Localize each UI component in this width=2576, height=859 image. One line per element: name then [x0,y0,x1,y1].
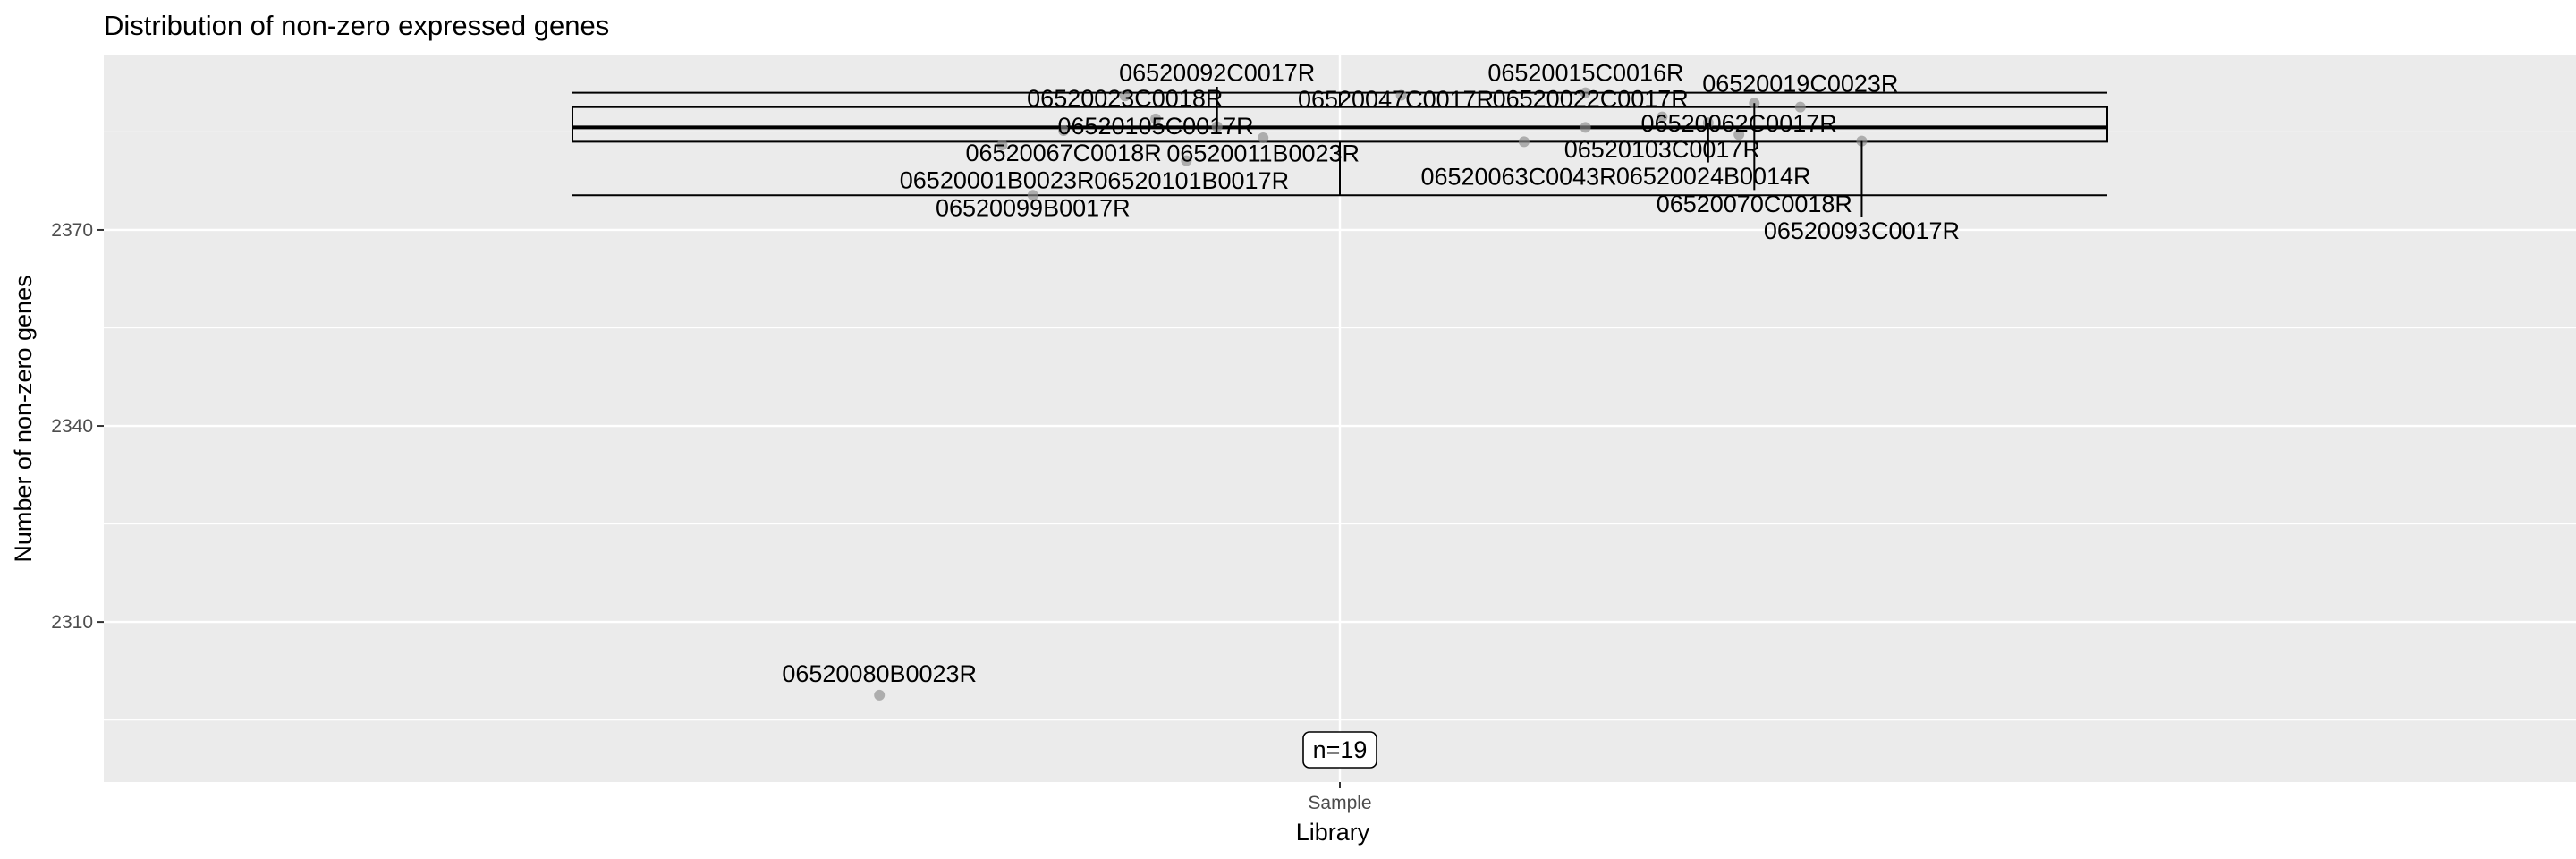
point-label: 06520093C0017R [1764,217,1960,244]
y-tick-label: 2340 [51,416,93,437]
point-label: 06520063C0043R [1420,164,1616,191]
point-label: 06520047C0017R [1298,86,1494,113]
y-axis: 2310 2340 2370 [51,220,104,633]
data-point [1733,129,1745,140]
data-point [874,689,886,701]
point-label: 06520067C0018R [966,140,1162,166]
point-label: 06520015C0016R [1487,60,1683,87]
point-label: 06520101B0017R [1094,167,1289,194]
y-axis-title: Number of non-zero genes [10,275,37,562]
point-label: 06520070C0018R [1657,191,1852,217]
x-axis-title: Library [1296,819,1370,846]
count-label-box [1302,731,1377,769]
data-point [996,140,1008,151]
data-point [1058,124,1070,136]
data-point [1119,90,1131,102]
x-tick-label: Sample [1308,793,1371,813]
point-label: 06520023C0018R [1027,85,1223,112]
iqr-box [572,106,2108,143]
data-point [1027,190,1038,201]
point-label: 06520105C0017R [1057,113,1253,140]
data-point [1518,136,1530,148]
point-label: 06520024B0014R [1616,163,1811,190]
point-label: 06520080B0023R [782,660,977,687]
data-point [1794,101,1806,113]
y-tick-label: 2310 [51,612,93,633]
point-labels: 06520080B0023R 06520099B0017R06520101B001… [782,60,1960,687]
chart-title: Distribution of non-zero expressed genes [104,10,609,41]
data-point [1150,113,1162,124]
boxplot [572,91,2108,197]
data-point [1580,122,1591,133]
data-point [1657,111,1668,123]
point-label: 06520062C0017R [1641,110,1837,137]
data-point [1395,89,1407,101]
point-label: 06520022C0017R [1493,86,1689,113]
data-point [1181,155,1192,166]
point-label: 06520103C0017R [1564,136,1760,163]
data-point [1258,132,1269,144]
point-label: 06520001B0023R [900,166,1095,193]
count-label-text: n=19 [1313,736,1368,763]
count-label: n=19 [1302,731,1377,769]
y-tick-label: 2370 [51,220,93,241]
point-label: 06520092C0017R [1119,60,1315,87]
data-point [1580,87,1591,98]
point-label: 06520099B0017R [936,195,1131,222]
x-axis: Sample [1308,782,1372,813]
point-label: 06520019C0023R [1702,71,1898,98]
point-label: 06520011B0023R [1166,140,1360,166]
data-points [874,87,1868,701]
